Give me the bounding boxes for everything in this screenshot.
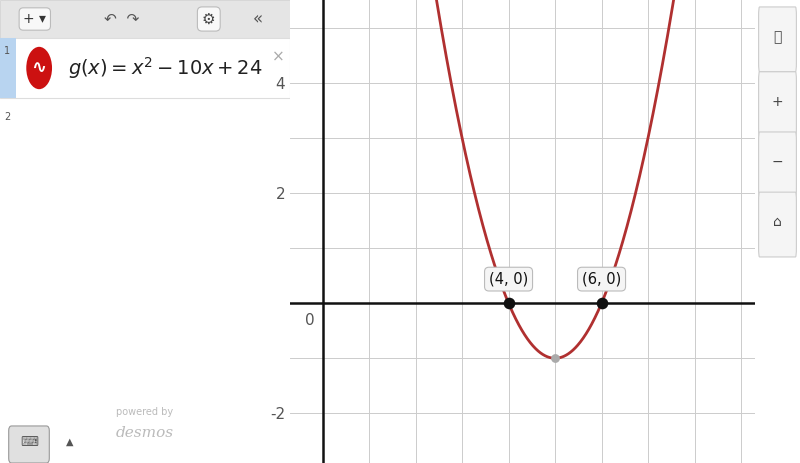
Text: ↶  ↷: ↶ ↷ [104, 12, 139, 26]
Text: 🔧: 🔧 [774, 30, 782, 44]
FancyBboxPatch shape [758, 132, 796, 197]
FancyBboxPatch shape [0, 38, 290, 98]
Point [595, 300, 608, 307]
Text: +: + [772, 95, 783, 109]
Text: −: − [772, 155, 783, 169]
Text: ×: × [272, 50, 285, 64]
Text: 1: 1 [4, 46, 10, 56]
Text: ⚙: ⚙ [202, 12, 216, 26]
Text: desmos: desmos [116, 426, 174, 440]
Point [502, 300, 515, 307]
Text: $g(x) = x^2 - 10x + 24$: $g(x) = x^2 - 10x + 24$ [68, 55, 262, 81]
FancyBboxPatch shape [0, 38, 16, 98]
FancyBboxPatch shape [0, 0, 290, 38]
Text: powered by: powered by [117, 407, 174, 417]
Text: ⌨: ⌨ [20, 436, 38, 449]
FancyBboxPatch shape [758, 192, 796, 257]
Text: (6, 0): (6, 0) [582, 272, 621, 287]
Text: 0: 0 [305, 313, 314, 328]
Circle shape [26, 46, 53, 90]
Text: + ▾: + ▾ [23, 12, 46, 26]
Point [549, 355, 562, 362]
Text: (4, 0): (4, 0) [489, 272, 528, 287]
FancyBboxPatch shape [758, 7, 796, 72]
Text: «: « [253, 10, 263, 28]
FancyBboxPatch shape [758, 72, 796, 137]
Text: ▲: ▲ [66, 437, 74, 447]
FancyBboxPatch shape [9, 426, 50, 463]
Text: ⌂: ⌂ [773, 215, 782, 229]
Text: ∿: ∿ [31, 59, 46, 77]
Text: 2: 2 [4, 112, 10, 122]
